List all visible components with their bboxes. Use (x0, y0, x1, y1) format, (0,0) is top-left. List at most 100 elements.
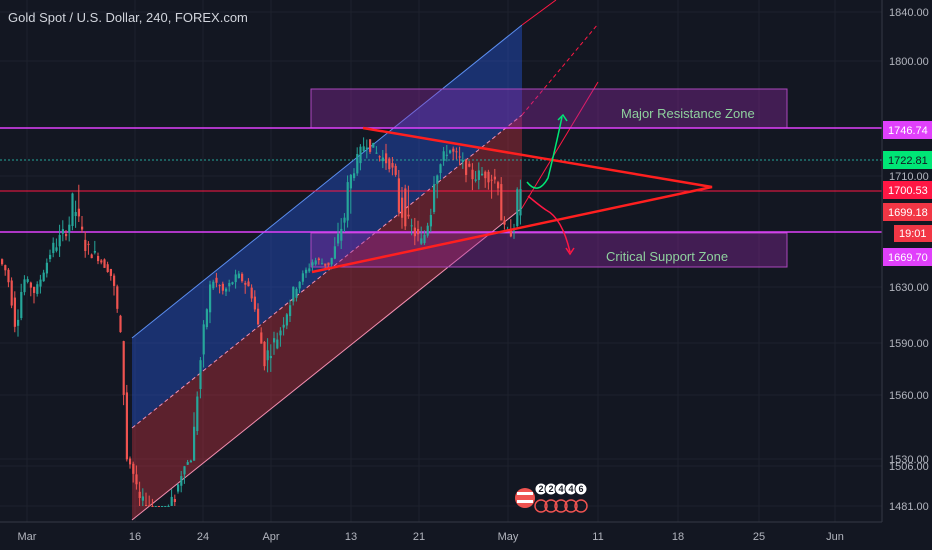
candle-body (423, 234, 426, 244)
candle-body (4, 265, 7, 271)
badge-event-ring (564, 499, 578, 513)
channel-mid-line (131, 114, 523, 429)
candle-body (177, 484, 180, 492)
candle-body (317, 258, 320, 261)
candle-body (119, 315, 122, 333)
candle-body (356, 153, 359, 174)
candle-body (449, 150, 452, 153)
candle-body (385, 153, 388, 164)
x-tick-label: 13 (345, 531, 357, 543)
candle-body (215, 277, 218, 283)
y-tick-label: 1630.00 (889, 282, 929, 294)
candle-body (295, 288, 298, 298)
candle-body (497, 182, 500, 189)
x-tick-label: 18 (672, 531, 684, 543)
candle-body (404, 188, 407, 227)
candle-body (237, 273, 240, 279)
candle-body (161, 506, 164, 507)
price-tag-label: 1699.18 (888, 207, 928, 219)
candle-body (55, 247, 58, 251)
price-tag-label: 1700.53 (888, 185, 928, 197)
x-tick-label: Apr (262, 531, 279, 543)
candle-body (100, 260, 103, 263)
candle-body (26, 279, 29, 282)
candle-body (141, 496, 144, 501)
y-tick-label: 1560.00 (889, 390, 929, 402)
critical-support-label: Critical Support Zone (606, 249, 728, 264)
grid (0, 0, 882, 522)
candle-body (135, 474, 138, 485)
candle-body (205, 309, 208, 328)
bullish-projection-arrow (526, 116, 563, 189)
candle-body (122, 341, 125, 395)
candle-body (445, 154, 448, 156)
x-tick-label: Mar (18, 531, 37, 543)
x-tick-label: 16 (129, 531, 141, 543)
candle-body (68, 224, 71, 233)
candle-body (90, 254, 93, 259)
candle-body (186, 462, 189, 465)
candle-body (487, 171, 490, 183)
candle-body (503, 220, 506, 225)
candle-body (417, 228, 420, 235)
candle-body (167, 506, 170, 507)
candle-body (420, 238, 423, 244)
candle-body (343, 217, 346, 223)
candle-body (429, 214, 432, 227)
candle-body (10, 280, 13, 306)
candle-body (327, 262, 330, 266)
candle-body (71, 193, 74, 227)
candle-body (321, 263, 324, 265)
badge-digit: 2 (538, 484, 543, 494)
major-resistance-label: Major Resistance Zone (621, 106, 755, 121)
candle-body (314, 260, 317, 265)
candle-body (500, 184, 503, 221)
candle-body (212, 281, 215, 289)
badge-digit: 4 (568, 484, 573, 494)
candle-body (282, 324, 285, 328)
candle-body (81, 226, 84, 230)
candle-body (439, 164, 442, 174)
candle-body (465, 159, 468, 175)
flag-icon-stripe-2 (517, 500, 533, 503)
candle-body (362, 146, 365, 152)
candle-body (263, 341, 266, 367)
candle-body (250, 287, 253, 299)
flag-icon (515, 488, 535, 508)
candle-body (407, 214, 410, 217)
price-tag (883, 181, 932, 199)
candle-body (61, 229, 64, 234)
candle-body (113, 275, 116, 286)
candle-body (369, 139, 372, 152)
bearish-arrow-head (565, 247, 575, 256)
badge-digit-circle (574, 482, 588, 496)
candle-body (103, 259, 106, 268)
candle-body (7, 269, 10, 283)
candle-body (378, 156, 381, 158)
y-tick-label: 1710.00 (889, 171, 929, 183)
candle-body (225, 288, 228, 292)
flag-icon-stripe (517, 492, 533, 495)
candle-body (397, 178, 400, 213)
y-axis-ticks: 1840.00 1800.00 1710.00 1630.00 1590.00 1560.… (889, 7, 929, 513)
candle-body (410, 225, 413, 227)
critical-support-zone (310, 232, 788, 268)
y-tick-label: 1481.00 (889, 501, 929, 513)
candle-body (138, 491, 141, 499)
candle-body (17, 319, 20, 326)
candle-body (381, 157, 384, 162)
candle-body (65, 233, 68, 237)
candle-body (481, 173, 484, 176)
candle-body (234, 274, 237, 283)
candle-body (36, 284, 39, 294)
candle-body (292, 286, 295, 302)
candle-body (391, 163, 394, 168)
major-resistance-zone (310, 88, 788, 129)
candle-body (471, 169, 474, 180)
candle-body (266, 350, 269, 361)
channel-lower-fill (132, 115, 522, 520)
time-axis[interactable] (0, 522, 882, 550)
candle-body (196, 396, 199, 431)
